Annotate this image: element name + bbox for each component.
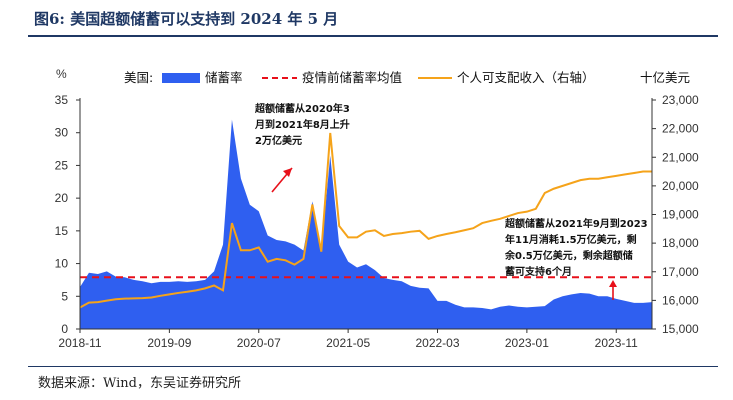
y-right-tick-label: 21,000: [662, 150, 699, 164]
y-left-tick-label: 25: [55, 158, 69, 172]
source-note: 数据来源：Wind，东吴证券研究所: [38, 376, 241, 391]
y-right-tick-label: 17,000: [662, 265, 699, 279]
y-right-tick-label: 16,000: [662, 293, 699, 307]
x-tick-label: 2020-07: [237, 336, 281, 350]
legend-label-saving-rate: 储蓄率: [205, 70, 243, 85]
legend-prefix: 美国:: [124, 70, 153, 85]
y-left-tick-label: 0: [61, 322, 68, 336]
y-left-tick-label: 30: [55, 126, 69, 140]
annotation-consume-text: 蓄可支持6个月: [505, 265, 572, 278]
x-tick-label: 2019-09: [147, 336, 191, 350]
y-left-tick-label: 5: [61, 289, 68, 303]
x-tick-label: 2018-11: [58, 336, 101, 350]
right-axis-unit: 十亿美元: [640, 70, 690, 85]
annotation-consume-arrowhead: [609, 280, 617, 287]
annotation-rise-text: 超额储蓄从2020年3: [254, 102, 350, 115]
saving-rate-area: [80, 119, 652, 329]
y-right-tick-label: 19,000: [662, 208, 699, 222]
legend-swatch-saving-rate: [162, 73, 200, 83]
title-rule: [28, 35, 718, 37]
annotation-rise-arrowhead: [283, 168, 292, 177]
y-left-tick-label: 15: [55, 224, 69, 238]
legend-label-pre-covid-mean: 疫情前储蓄率均值: [302, 70, 402, 85]
y-right-tick-label: 23,000: [662, 93, 699, 107]
y-right-tick-label: 20,000: [662, 179, 699, 193]
figure-title: 图6: 美国超额储蓄可以支持到 2024 年 5 月: [34, 10, 339, 28]
annotation-consume-text: 年11月消耗1.5万亿美元，剩: [505, 233, 637, 246]
annotation-rise-text: 月到2021年8月上升: [254, 118, 350, 131]
y-right-tick-label: 22,000: [662, 122, 699, 136]
y-right-tick-label: 15,000: [662, 322, 699, 336]
y-right-tick-label: 18,000: [662, 236, 699, 250]
annotation-consume-text: 余0.5万亿美元，剩余超额储: [504, 249, 633, 262]
x-tick-label: 2022-03: [415, 336, 459, 350]
left-axis-unit: %: [56, 67, 67, 81]
source-rule: [28, 366, 718, 367]
y-left-tick-label: 35: [55, 93, 69, 107]
legend-label-income: 个人可支配收入（右轴）: [457, 70, 595, 85]
legend: 美国: 储蓄率 疫情前储蓄率均值 个人可支配收入（右轴）: [124, 70, 595, 85]
income-line: [79, 132, 652, 309]
annotation-rise-text: 2万亿美元: [255, 134, 302, 147]
y-left-tick-label: 20: [55, 191, 69, 205]
x-tick-label: 2023-01: [505, 336, 549, 350]
y-left-tick-label: 10: [55, 257, 69, 271]
x-tick-label: 2023-11: [595, 336, 638, 350]
annotation-consume-text: 超额储蓄从2021年9月到2023: [504, 217, 648, 230]
x-tick-label: 2021-05: [326, 336, 370, 350]
